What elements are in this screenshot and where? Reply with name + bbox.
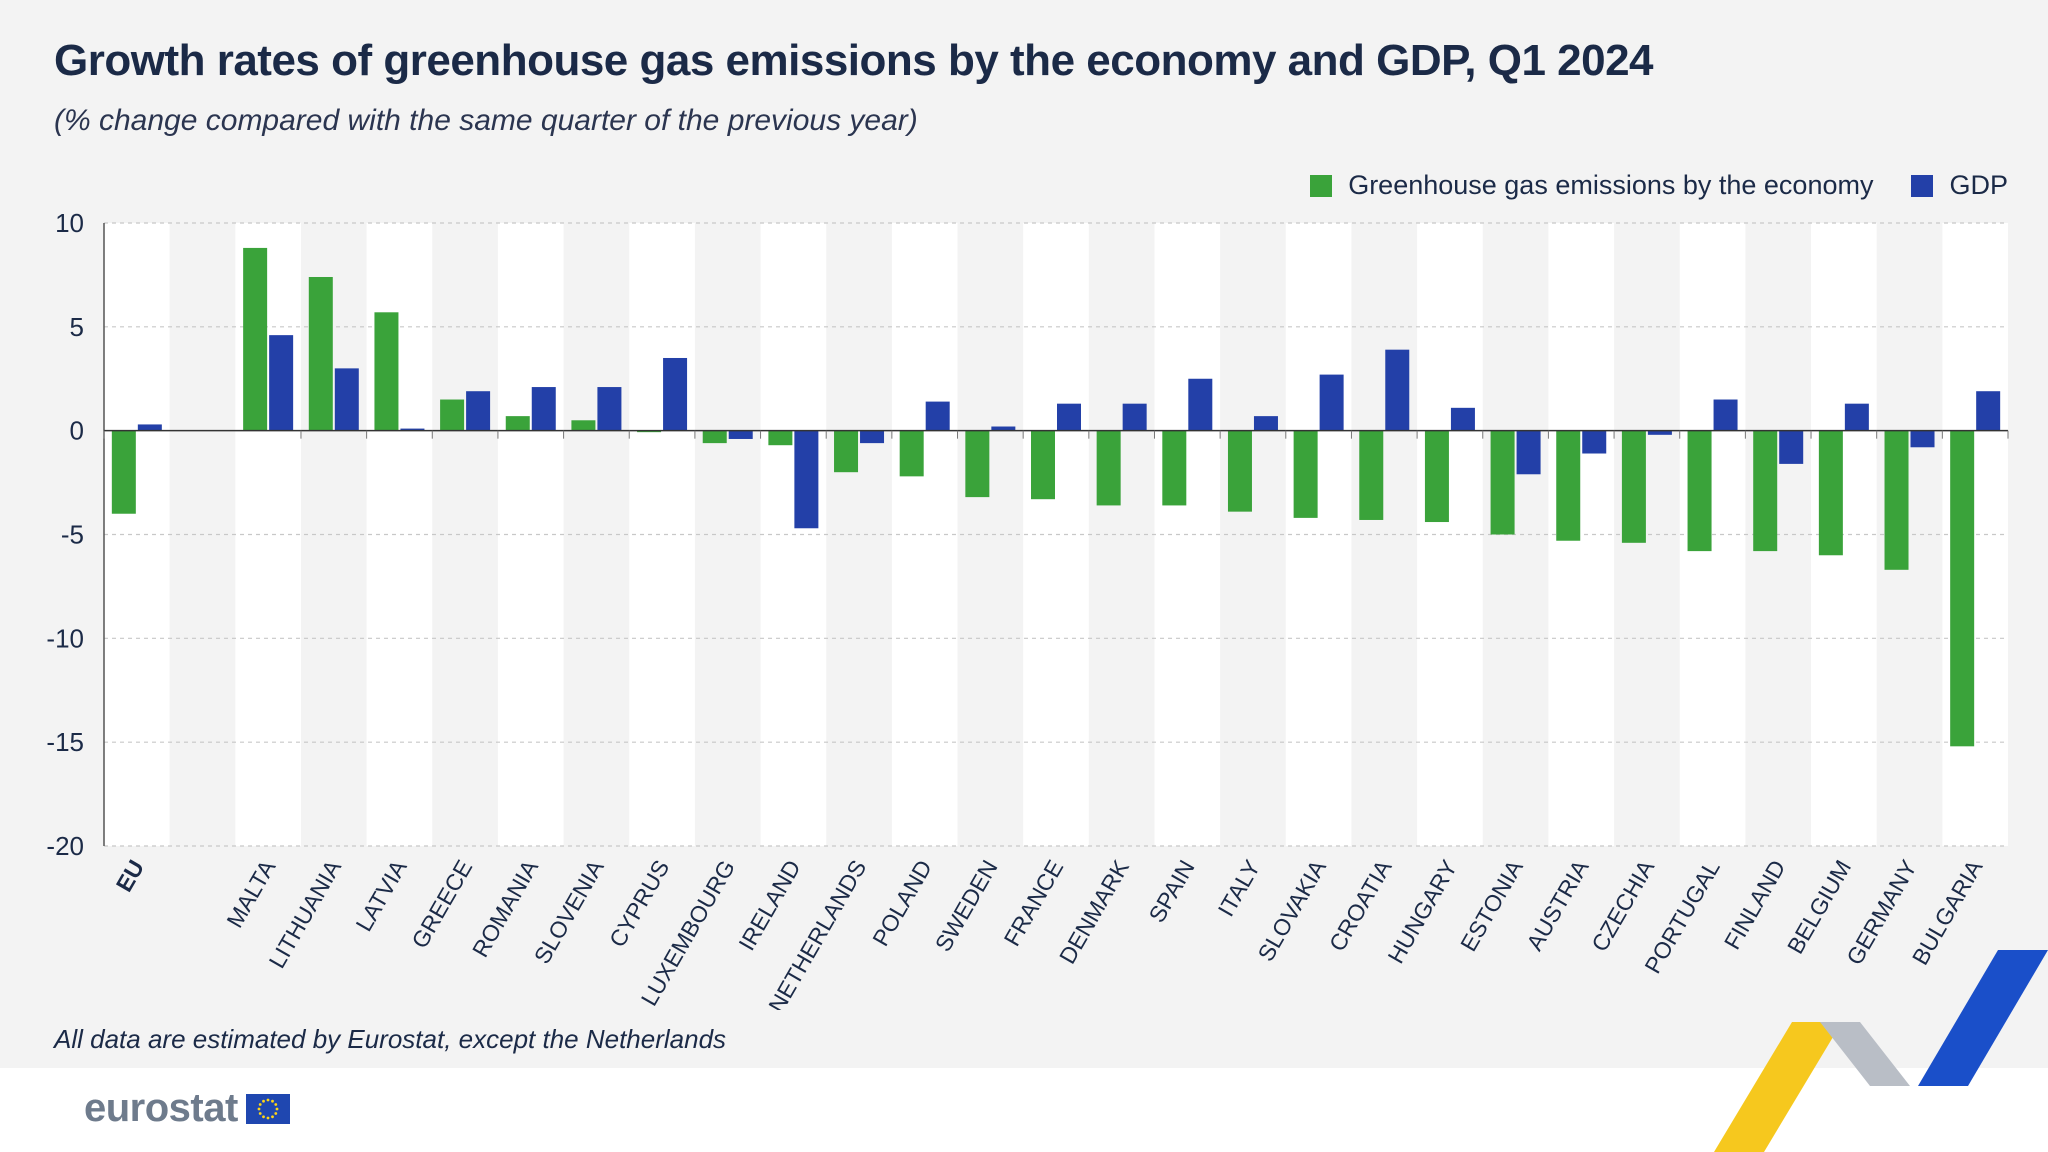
ghg-bar-hungary (1424, 430, 1449, 523)
footer (0, 1068, 2048, 1152)
footnote: All data are estimated by Eurostat, exce… (54, 1024, 727, 1054)
ghg-bar-finland (1753, 430, 1778, 552)
gdp-bar-finland (1779, 430, 1804, 464)
ghg-bar-sweden (965, 430, 990, 498)
gdp-bar-bulgaria (1976, 391, 2001, 431)
legend-item-ghg: Greenhouse gas emissions by the economy (1310, 170, 1873, 201)
eu-flag-icon (245, 1093, 290, 1124)
gdp-bar-croatia (1385, 349, 1410, 431)
gdp-bar-lithuania (334, 368, 359, 431)
ghg-bar-bulgaria (1950, 430, 1975, 747)
gdp-bar-italy (1253, 416, 1278, 431)
eurostat-decoration-icon (1714, 950, 2048, 1152)
x-label-france: FRANCE (999, 856, 1069, 951)
ghg-bar-romania (505, 416, 530, 431)
y-tick-label: -15 (46, 727, 84, 757)
legend-label-ghg: Greenhouse gas emissions by the economy (1348, 170, 1874, 200)
ghg-bar-estonia (1490, 430, 1515, 535)
x-label-austria: AUSTRIA (1521, 855, 1594, 955)
ghg-bar-latvia (374, 312, 399, 431)
legend: Greenhouse gas emissions by the economy … (1272, 170, 2008, 201)
gdp-bar-latvia (400, 428, 425, 431)
x-label-latvia: LATVIA (350, 855, 412, 936)
ghg-bar-italy (1227, 430, 1252, 512)
legend-swatch-ghg (1310, 174, 1333, 197)
y-tick-label: 5 (70, 312, 84, 342)
y-tick-label: 0 (70, 416, 84, 446)
ghg-bar-malta (243, 247, 268, 431)
legend-label-gdp: GDP (1949, 170, 2008, 200)
ghg-bar-spain (1162, 430, 1187, 506)
ghg-bar-germany (1884, 430, 1909, 570)
gdp-bar-netherlands (860, 430, 885, 444)
category-band (957, 223, 1024, 846)
chart-subtitle: (% change compared with the same quarter… (54, 104, 918, 137)
ghg-bar-denmark (1096, 430, 1121, 506)
ghg-bar-croatia (1359, 430, 1384, 520)
ghg-bar-greece (440, 399, 465, 431)
x-label-estonia: ESTONIA (1455, 855, 1528, 956)
ghg-bar-france (1031, 430, 1055, 500)
ghg-bar-czechia (1621, 430, 1646, 543)
gdp-bar-romania (531, 387, 556, 431)
gdp-bar-cyprus (663, 357, 688, 431)
gdp-bar-germany (1910, 430, 1935, 448)
gdp-bar-greece (466, 391, 491, 431)
gdp-bar-slovakia (1319, 374, 1344, 431)
gdp-bar-ireland (794, 430, 819, 529)
legend-item-gdp: GDP (1911, 170, 2008, 201)
gdp-bar-sweden (991, 426, 1016, 431)
y-tick-label: 10 (55, 208, 84, 238)
x-label-malta: MALTA (221, 855, 280, 932)
gdp-bar-spain (1188, 378, 1213, 431)
ghg-bar-slovakia (1293, 430, 1318, 518)
gdp-bar-slovenia (597, 387, 622, 431)
gdp-bar-estonia (1516, 430, 1541, 475)
chart-title: Growth rates of greenhouse gas emissions… (54, 36, 1654, 85)
y-tick-label: -20 (46, 831, 84, 861)
logo-text: eurostat (84, 1086, 238, 1130)
eurostat-logo: eurostat (84, 1086, 290, 1131)
gdp-bar-malta (269, 335, 294, 431)
x-label-ireland: IRELAND (733, 856, 805, 955)
gdp-bar-france (1057, 403, 1081, 431)
x-label-romania: ROMANIA (467, 855, 544, 962)
gdp-bar-poland (925, 401, 950, 431)
ghg-bar-slovenia (571, 420, 596, 431)
y-tick-label: -5 (61, 520, 84, 550)
legend-swatch-gdp (1911, 174, 1934, 197)
x-label-finland: FINLAND (1719, 856, 1791, 954)
y-tick-label: -10 (46, 623, 84, 653)
x-label-slovakia: SLOVAKIA (1252, 855, 1331, 966)
gdp-bar-denmark (1122, 403, 1147, 431)
ghg-bar-austria (1556, 430, 1581, 541)
x-label-belgium: BELGIUM (1782, 856, 1856, 959)
x-label-greece: GREECE (406, 856, 477, 953)
gdp-bar-eu (137, 424, 162, 431)
x-label-cyprus: CYPRUS (604, 856, 674, 952)
ghg-bar-belgium (1818, 430, 1843, 556)
ghg-bar-luxembourg (702, 430, 727, 444)
x-label-spain: SPAIN (1143, 856, 1199, 927)
ghg-bar-eu (111, 430, 136, 514)
ghg-bar-lithuania (308, 276, 333, 431)
gdp-bar-czechia (1647, 430, 1672, 435)
x-label-hungary: HUNGARY (1382, 856, 1462, 968)
x-label-croatia: CROATIA (1324, 855, 1397, 956)
x-label-sweden: SWEDEN (930, 856, 1003, 956)
gdp-bar-hungary (1450, 407, 1475, 431)
ghg-bar-netherlands (834, 430, 859, 473)
gdp-bar-austria (1582, 430, 1607, 454)
ghg-bar-poland (899, 430, 924, 477)
gdp-bar-luxembourg (728, 430, 753, 439)
gdp-bar-portugal (1713, 399, 1738, 431)
ghg-bar-portugal (1687, 430, 1712, 552)
x-label-eu: EU (111, 856, 149, 897)
x-label-czechia: CZECHIA (1586, 855, 1659, 956)
x-label-italy: ITALY (1213, 856, 1266, 921)
ghg-bar-ireland (768, 430, 793, 446)
x-label-poland: POLAND (867, 856, 937, 951)
gdp-bar-belgium (1844, 403, 1869, 431)
